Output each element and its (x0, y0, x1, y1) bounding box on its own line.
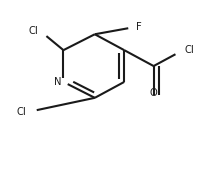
Text: Cl: Cl (28, 26, 38, 36)
Text: N: N (54, 77, 61, 87)
Text: F: F (136, 22, 142, 32)
Text: Cl: Cl (16, 107, 26, 117)
Text: Cl: Cl (185, 45, 195, 55)
Text: O: O (150, 88, 157, 98)
